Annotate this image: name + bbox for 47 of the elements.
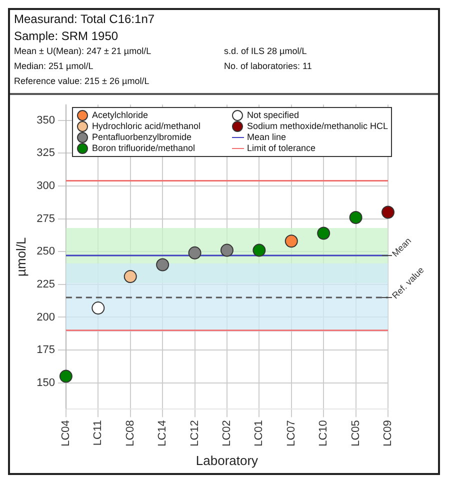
- point: [92, 302, 105, 315]
- legend-label: Sodium methoxide/methanolic HCL: [246, 120, 388, 132]
- x-tick-label: LC04: [60, 420, 72, 446]
- y-tick-label: 325: [36, 147, 55, 160]
- y-axis-title: µmol/L: [13, 237, 28, 276]
- x-tick-label: LC02: [221, 420, 234, 446]
- chart-title: Measurand: Total C16:1n7: [14, 12, 156, 26]
- x-tick-label: LC05: [350, 420, 362, 446]
- legend-label: Boron trifluoride/methanol: [92, 142, 195, 154]
- legend-label: Not specified: [246, 110, 299, 121]
- text: Reference value: 215 ± 26 µmol/L: [14, 76, 150, 86]
- text: s.d. of ILS 28 µmol/L: [224, 46, 308, 56]
- x-tick-label: LC08: [124, 420, 136, 446]
- legend-label: Limit of tolerance: [246, 142, 316, 154]
- point: [252, 244, 266, 257]
- text: No. of laboratories: 11: [224, 61, 313, 71]
- legend-label: Acetylchloride: [92, 110, 148, 121]
- legend-label: Hydrochloric acid/methanol: [92, 120, 200, 132]
- x-axis-title: Laboratory: [196, 452, 259, 468]
- point: [317, 226, 330, 240]
- y-tick-label: 275: [36, 212, 55, 225]
- legend-label: Pentafluorbenzylbromide: [92, 132, 192, 143]
- point: [156, 258, 170, 272]
- point: [382, 206, 394, 219]
- point: [349, 210, 362, 224]
- text: Median: 251 µmol/L: [14, 61, 94, 71]
- point: [220, 244, 234, 257]
- y-tick-label: 150: [36, 376, 55, 389]
- text: Mean ± U(Mean): 247 ± 21 µmol/L: [14, 46, 152, 56]
- point: [124, 270, 137, 284]
- x-tick-label: LC10: [318, 420, 330, 446]
- y-tick-label: 250: [36, 246, 55, 258]
- y-tick-label: 350: [36, 114, 55, 126]
- legend-label: Mean line: [246, 132, 286, 143]
- x-tick-label: LC14: [156, 420, 169, 446]
- x-tick-label: LC07: [285, 420, 298, 446]
- chart-subtitle: Sample: SRM 1950: [14, 29, 120, 43]
- y-tick-label: 300: [36, 180, 55, 192]
- point: [188, 246, 202, 260]
- x-tick-label: LC09: [382, 420, 394, 446]
- y-tick-label: 225: [36, 278, 55, 290]
- x-tick-label: LC12: [188, 420, 201, 446]
- y-tick-label: 175: [36, 344, 55, 356]
- x-tick-label: LC11: [92, 420, 104, 446]
- y-tick-label: 200: [36, 311, 55, 324]
- x-tick-label: LC01: [253, 420, 266, 446]
- point: [284, 234, 298, 248]
